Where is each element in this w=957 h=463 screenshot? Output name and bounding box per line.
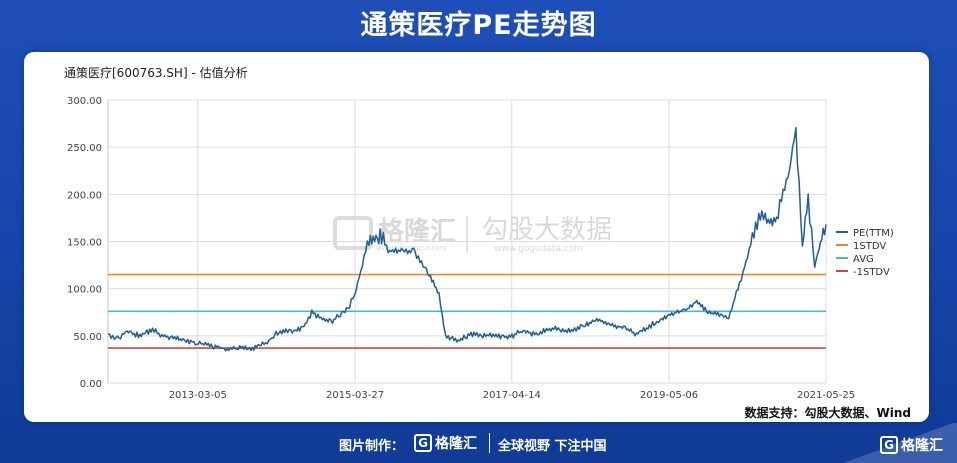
chart-panel: 通策医疗[600763.SH] - 估值分析 格隆汇 www.gelonghui… <box>24 52 929 422</box>
x-tick-label: 2013-03-05 <box>169 390 227 401</box>
x-tick-label: 2021-05-25 <box>797 390 855 401</box>
legend-label: AVG <box>853 254 874 265</box>
pe-chart: 通策医疗[600763.SH] - 估值分析 格隆汇 www.gelonghui… <box>64 65 894 401</box>
y-tick-label: 0.00 <box>80 379 102 390</box>
watermark-partner-url: www.gogudata.com <box>494 244 583 254</box>
footer-made-by: 图片制作： <box>339 439 405 454</box>
y-tick-label: 250.00 <box>67 143 102 154</box>
footer-brand-logo: G 格隆汇 <box>414 432 480 454</box>
y-tick-label: 100.00 <box>67 285 102 296</box>
x-axis: 2013-03-05 2015-03-27 2017-04-14 2019-05-06… <box>169 390 855 401</box>
x-tick-label: 2019-05-06 <box>640 390 698 401</box>
corner-brand: 格隆汇 <box>901 438 943 454</box>
watermark: 格隆汇 www.gelonghui.com 勾股大数据 www.gogudata… <box>333 215 612 254</box>
watermark-brand: 格隆汇 <box>378 216 456 247</box>
legend-label: PE(TTM) <box>853 228 894 239</box>
watermark-brand-url: www.gelonghui.com <box>376 244 447 252</box>
y-tick-label: 50.00 <box>73 332 102 343</box>
footer-brand: 格隆汇 <box>435 436 477 452</box>
page-title: 通策医疗PE走势图 <box>360 10 597 41</box>
watermark-partner: 勾股大数据 <box>482 215 612 245</box>
y-axis: 0.00 50.00 100.00 150.00 200.00 250.00 300.00 <box>67 96 102 390</box>
x-tick-label: 2017-04-14 <box>483 390 541 401</box>
chart-title: 通策医疗[600763.SH] - 估值分析 <box>64 65 248 80</box>
legend-label: -1STDV <box>853 267 890 278</box>
source-note: 数据支持：勾股大数据、Wind <box>744 406 911 420</box>
brand-logo-icon: G <box>414 434 432 452</box>
watermark-logo-icon <box>333 216 373 250</box>
y-tick-label: 200.00 <box>67 190 102 201</box>
legend: PE(TTM) 1STDV AVG -1STDV <box>836 228 894 278</box>
grid <box>107 99 827 384</box>
y-tick-label: 150.00 <box>67 238 102 249</box>
corner-logo: G 格隆汇 <box>880 435 943 455</box>
pe-ttm-line <box>107 126 827 352</box>
series-layer <box>107 126 827 352</box>
footer-slogan: 全球视野 下注中国 <box>498 439 607 454</box>
y-tick-label: 300.00 <box>67 96 102 107</box>
legend-label: 1STDV <box>853 241 886 252</box>
footer: 图片制作： G 格隆汇 全球视野 下注中国 <box>0 430 957 458</box>
footer-divider <box>489 433 490 453</box>
x-tick-label: 2015-03-27 <box>326 390 384 401</box>
corner-logo-icon: G <box>880 436 898 454</box>
